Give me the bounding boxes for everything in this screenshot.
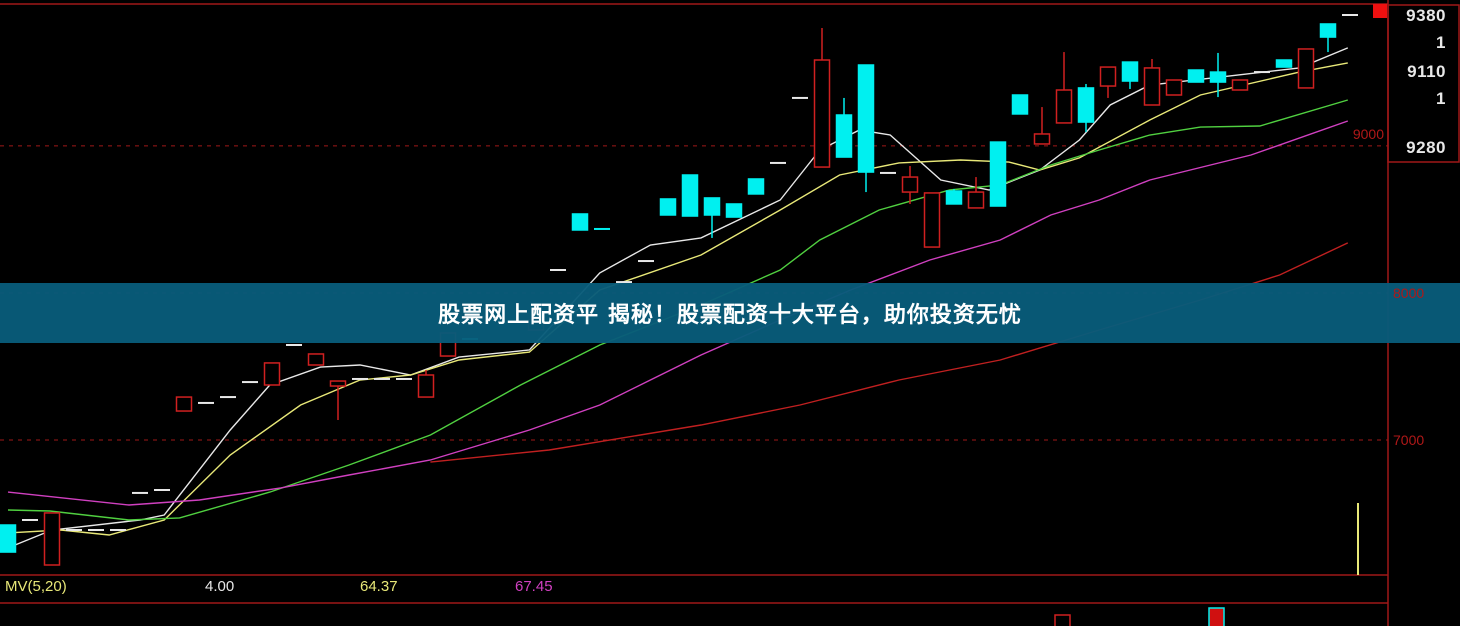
candle <box>1011 94 1029 115</box>
candle <box>417 370 435 398</box>
candle <box>923 192 941 248</box>
candle-body-down <box>857 64 875 173</box>
candle-body-up <box>417 374 435 398</box>
candle <box>659 198 677 216</box>
candle <box>967 177 985 209</box>
ma5-line <box>7 47 1349 549</box>
candle <box>307 353 325 366</box>
candle-body-down <box>989 141 1007 207</box>
candle-body-down <box>1187 69 1205 83</box>
candle <box>747 178 765 195</box>
candle-body-down <box>1011 94 1029 115</box>
candle-body-down <box>1275 59 1293 68</box>
candle-body-up <box>813 59 831 168</box>
candle-body-down <box>703 197 721 216</box>
headline-banner: 股票网上配资平 揭秘！股票配资十大平台，助你投资无忧 <box>0 283 1460 343</box>
price-box-value: 1 <box>1436 33 1446 52</box>
candle <box>1209 52 1227 98</box>
candle <box>571 213 589 231</box>
candle-body-down <box>747 178 765 195</box>
candle-body-down <box>0 524 17 553</box>
candle <box>703 197 721 238</box>
candle <box>1319 23 1337 53</box>
candle-body-down <box>1209 71 1227 83</box>
volume-bar <box>1208 607 1225 626</box>
candle <box>1055 52 1073 124</box>
y-tick-label: 7000 <box>1393 432 1425 448</box>
candle-body-down <box>1121 61 1139 82</box>
banner-title: 股票网上配资平 揭秘！股票配资十大平台，助你投资无忧 <box>438 303 1022 328</box>
candle <box>1121 61 1139 89</box>
candle-body-up <box>329 380 347 387</box>
latest-marker <box>1373 4 1387 18</box>
candle <box>945 188 963 205</box>
indicator-value-3: 67.45 <box>515 578 553 595</box>
candle-body-up <box>1099 66 1117 87</box>
indicator-name: MV(5,20) <box>5 578 67 595</box>
candle <box>1033 107 1051 145</box>
candle-body-down <box>835 114 853 158</box>
candle-body-up <box>967 191 985 209</box>
candle-body-down <box>945 190 963 205</box>
candle-body-down <box>1319 23 1337 38</box>
candle <box>835 97 853 158</box>
candle-body-up <box>307 353 325 366</box>
candle <box>0 524 17 553</box>
price-box-value: 9380 <box>1406 6 1446 25</box>
candle <box>989 141 1007 207</box>
candle-body-up <box>1143 67 1161 106</box>
candle <box>725 203 743 218</box>
candle <box>1297 48 1315 89</box>
candle-body-up <box>1297 48 1315 89</box>
price-box-value: 9280 <box>1406 138 1446 157</box>
candle-body-down <box>571 213 589 231</box>
candle-body-down <box>681 174 699 217</box>
candle-body-up <box>43 512 61 566</box>
ma10-line <box>7 62 1348 536</box>
price-box-value: 1 <box>1436 89 1446 108</box>
price-box-value: 9110 <box>1407 62 1446 81</box>
candle-body-up <box>901 176 919 193</box>
candle <box>1077 83 1095 133</box>
volume-bar <box>1054 614 1071 626</box>
candle-body-down <box>659 198 677 216</box>
y-tick-label: 8000 <box>1393 285 1425 301</box>
candle <box>1275 59 1293 68</box>
ma20-line <box>7 99 1348 521</box>
candle-body-up <box>1165 79 1183 96</box>
candle <box>813 27 831 168</box>
candle-body-up <box>1231 79 1249 91</box>
candle <box>263 362 281 386</box>
indicator-value-2: 64.37 <box>360 578 398 595</box>
candle <box>1187 69 1205 83</box>
candle-body-up <box>263 362 281 386</box>
y-tick-label: 9000 <box>1352 126 1384 142</box>
candle <box>1165 79 1183 96</box>
candle <box>329 380 347 420</box>
candle <box>1099 66 1117 98</box>
candle-body-down <box>1077 87 1095 123</box>
price-box-border <box>1387 4 1460 163</box>
indicator-value-1: 4.00 <box>205 578 235 595</box>
candles <box>0 14 1358 566</box>
candle-body-down <box>725 203 743 218</box>
candle <box>857 64 875 193</box>
candle-body-up <box>1055 89 1073 124</box>
candle <box>175 396 193 412</box>
candle <box>1143 58 1161 106</box>
candle <box>43 512 61 566</box>
candle <box>901 166 919 204</box>
candle-body-up <box>923 192 941 248</box>
candle <box>1231 79 1249 91</box>
candle-body-up <box>175 396 193 412</box>
candle-body-up <box>1033 133 1051 145</box>
candle <box>681 174 699 217</box>
